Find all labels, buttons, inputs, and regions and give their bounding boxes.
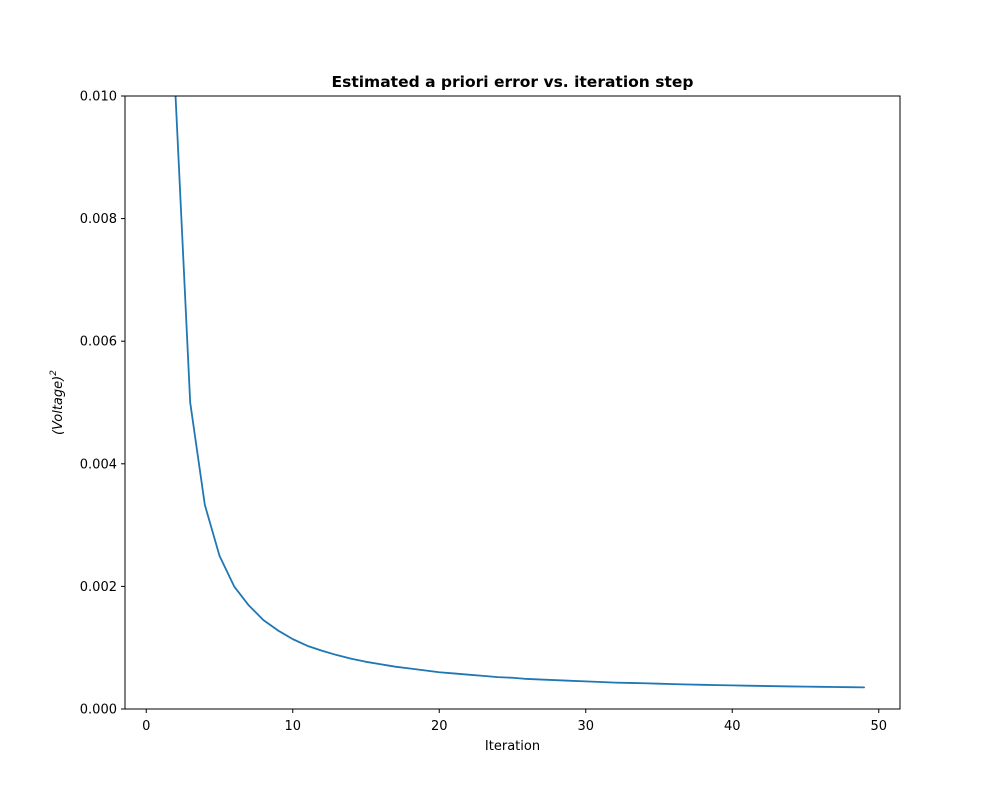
series-layer <box>174 96 866 689</box>
y-tick-label: 0.010 <box>80 90 117 105</box>
y-tick-label: 0.008 <box>80 212 117 227</box>
x-tick-label: 30 <box>577 719 594 734</box>
y-tick-label: 0.006 <box>80 335 117 350</box>
y-tick-label: 0.004 <box>80 457 117 472</box>
x-axis: 0 10 20 30 40 50 <box>142 709 887 734</box>
x-tick-label: 40 <box>724 719 741 734</box>
y-tick-label: 0.000 <box>80 703 117 718</box>
chart-title: Estimated a priori error vs. iteration s… <box>332 73 694 91</box>
y-axis-label-base: (Voltage) <box>51 376 66 435</box>
x-tick-label: 10 <box>284 719 301 734</box>
y-axis-label: (Voltage)2 <box>49 370 66 435</box>
x-tick-label: 20 <box>431 719 448 734</box>
y-axis: 0.000 0.002 0.004 0.006 0.008 0.010 <box>80 90 125 718</box>
series-line <box>174 96 866 689</box>
y-tick-label: 0.002 <box>80 580 117 595</box>
x-tick-label: 0 <box>142 719 150 734</box>
y-axis-label-exponent: 2 <box>49 370 59 376</box>
x-axis-label: Iteration <box>485 739 540 754</box>
plot-frame <box>124 95 901 710</box>
x-tick-label: 50 <box>870 719 887 734</box>
